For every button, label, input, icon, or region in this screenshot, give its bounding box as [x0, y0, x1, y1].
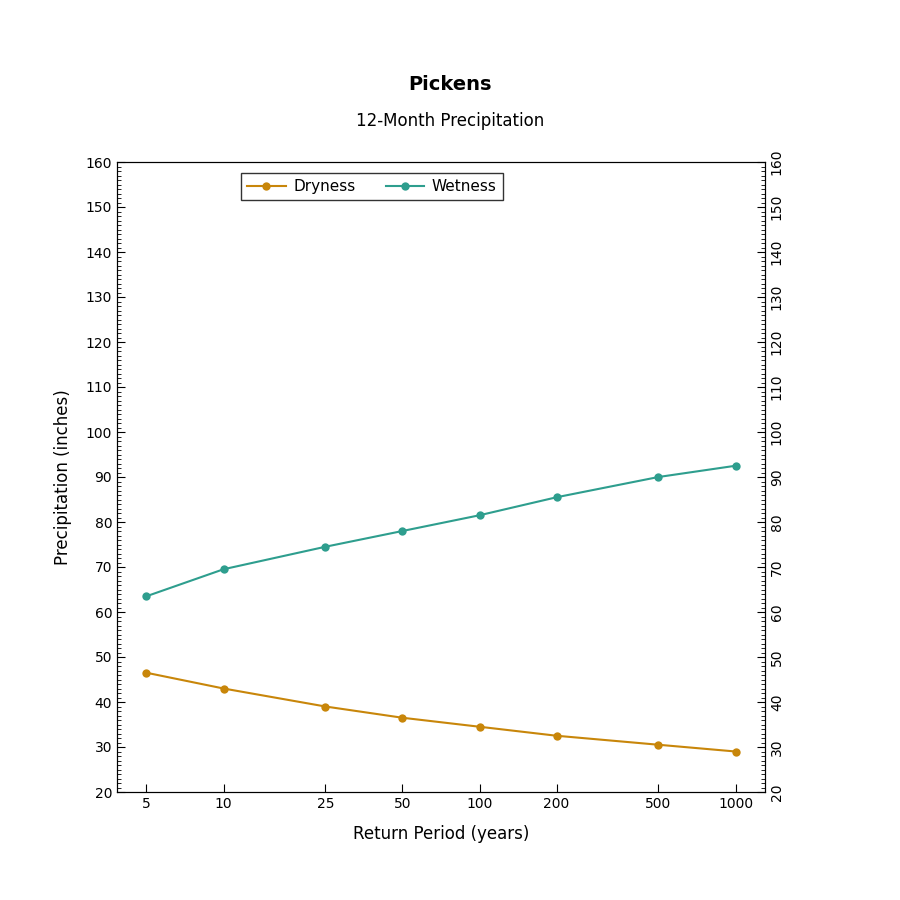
Wetness	[218, 563, 229, 575]
Text: Pickens: Pickens	[409, 76, 491, 94]
Legend: Dryness, Wetness: Dryness, Wetness	[241, 173, 503, 200]
X-axis label: Return Period (years): Return Period (years)	[353, 824, 529, 842]
Y-axis label: Precipitation (inches): Precipitation (inches)	[54, 389, 72, 565]
Dryness	[397, 713, 408, 724]
Dryness	[320, 701, 331, 712]
Wetness	[730, 461, 741, 472]
Dryness	[474, 722, 485, 733]
Dryness	[730, 746, 741, 757]
Line: Wetness: Wetness	[142, 462, 740, 600]
Wetness	[320, 541, 331, 552]
Wetness	[397, 526, 408, 536]
Wetness	[653, 472, 664, 482]
Line: Dryness: Dryness	[142, 669, 740, 756]
Dryness	[141, 668, 152, 679]
Wetness	[474, 509, 485, 520]
Dryness	[218, 683, 229, 694]
Wetness	[551, 491, 562, 502]
Wetness	[141, 590, 152, 601]
Dryness	[653, 740, 664, 751]
Dryness	[551, 731, 562, 742]
Text: 12-Month Precipitation: 12-Month Precipitation	[356, 112, 544, 130]
